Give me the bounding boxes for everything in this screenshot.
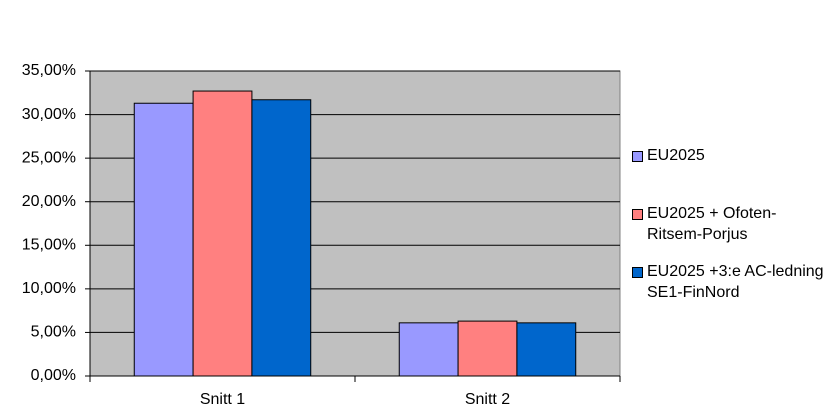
legend-swatch [632,209,643,220]
legend-label: EU2025 +3:e AC-ledning SE1-FinNord [647,263,824,301]
x-tick-label: Snitt 2 [465,391,510,408]
legend-swatch [632,151,643,162]
legend-item: EU2025 +3:e AC-ledning SE1-FinNord [632,261,827,303]
bar [516,322,577,377]
y-tick-label: 20,00% [22,193,76,210]
legend-label: EU2025 [647,147,705,164]
bar [398,322,459,377]
bar [192,90,253,377]
x-tick-label: Snitt 1 [200,391,245,408]
bar [457,320,518,377]
legend-label: EU2025 + Ofoten-Ritsem-Porjus [647,205,777,243]
y-tick-label: 30,00% [22,106,76,123]
y-tick-label: 5,00% [31,324,76,341]
y-tick-label: 10,00% [22,280,76,297]
legend-item: EU2025 [632,145,827,166]
legend-item: EU2025 + Ofoten-Ritsem-Porjus [632,203,827,245]
bar [251,99,312,377]
bar [133,102,194,377]
y-tick-label: 25,00% [22,149,76,166]
legend-swatch [632,267,643,278]
y-tick-label: 0,00% [31,367,76,384]
y-tick-label: 15,00% [22,237,76,254]
y-tick-label: 35,00% [22,62,76,79]
